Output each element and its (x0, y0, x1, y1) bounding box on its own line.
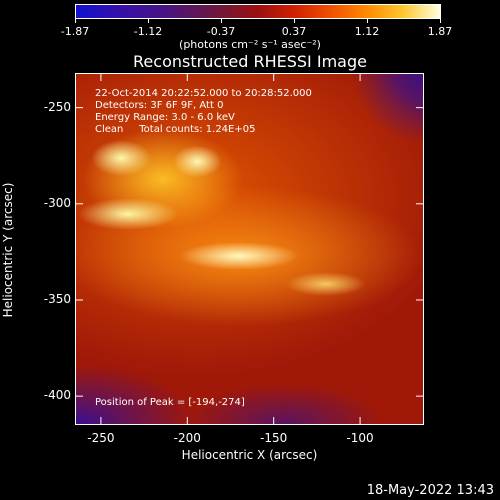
colorbar (75, 4, 441, 19)
y-axis-label: Heliocentric Y (arcsec) (1, 182, 15, 318)
x-tick-label: -150 (260, 431, 288, 445)
colorbar-tick (367, 19, 368, 23)
colorbar-tick-label: -1.87 (60, 25, 90, 38)
axes-frame (75, 73, 424, 425)
colorbar-tick (440, 19, 441, 23)
annotation-energy: Energy Range: 3.0 - 6.0 keV (95, 112, 235, 123)
colorbar-tick-label: -0.37 (206, 25, 236, 38)
y-tick-label: -400 (43, 388, 71, 403)
colorbar-tick (148, 19, 149, 23)
x-tick-label: -100 (346, 431, 374, 445)
y-tick-label: -250 (43, 99, 71, 114)
annotation-time: 22-Oct-2014 20:22:52.000 to 20:28:52.000 (95, 88, 312, 99)
x-tick-label: -200 (173, 431, 201, 445)
colorbar-tick-label: -1.12 (133, 25, 163, 38)
colorbar-tick (294, 19, 295, 23)
colorbar-tick (75, 19, 76, 23)
x-tick-label: -250 (87, 431, 115, 445)
colorbar-tick (221, 19, 222, 23)
chart-title: Reconstructed RHESSI Image (133, 52, 367, 71)
x-axis-label: Heliocentric X (arcsec) (181, 448, 318, 462)
colorbar-tick-label: 0.37 (281, 25, 307, 38)
annotation-detectors: Detectors: 3F 6F 9F, Att 0 (95, 100, 224, 111)
timestamp: 18-May-2022 13:43 (366, 483, 494, 498)
colorbar-tick-label: 1.12 (354, 25, 380, 38)
heatmap-image (75, 73, 424, 425)
y-tick-label: -300 (43, 195, 71, 210)
colorbar-area: -1.87 -1.12 -0.37 0.37 1.12 1.87 (photons cm⁻… (0, 0, 500, 60)
annotation-counts: Clean Total counts: 1.24E+05 (95, 124, 256, 135)
colorbar-tick-label: 1.87 (427, 25, 453, 38)
colorbar-units: (photons cm⁻² s⁻¹ asec⁻²) (179, 38, 321, 51)
y-tick-label: -350 (43, 291, 71, 306)
annotation-peak: Position of Peak = [-194,-274] (95, 397, 245, 408)
